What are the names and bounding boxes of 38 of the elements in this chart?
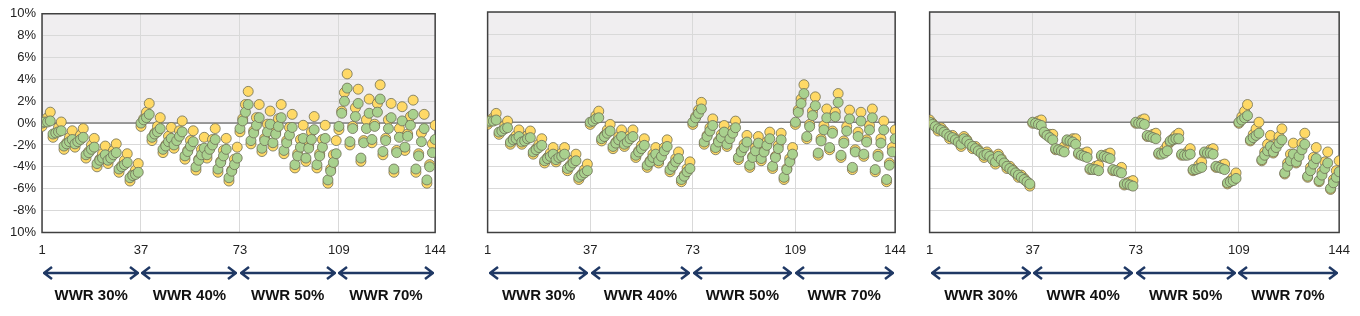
x-tick-label: 73 [232, 241, 248, 257]
x-tick-label: 73 [1128, 241, 1144, 257]
text: WWR 70% [807, 286, 881, 303]
x-tick-label: 109 [784, 241, 807, 257]
y-tick-label: -2% [12, 136, 37, 152]
text: WWR 30% [944, 286, 1018, 303]
x-tick-label: 144 [884, 241, 907, 257]
x-tick-label: 1 [926, 241, 934, 257]
text: WWR 30% [501, 286, 576, 303]
text: WWR 50% [1148, 286, 1223, 303]
x-tick-label: 73 [685, 241, 701, 257]
y-tick-label: 6% [17, 49, 37, 65]
text: WWR 40% [152, 286, 227, 303]
y-tick-label: 2% [17, 92, 37, 108]
x-tick-label: 37 [1025, 241, 1040, 257]
text: WWR 30% [54, 286, 128, 303]
x-tick-label: 37 [133, 241, 149, 257]
text: WWR 40% [603, 286, 678, 303]
x-tick-label: 144 [424, 241, 447, 257]
y-tick-label: -6% [12, 180, 37, 196]
text: WWR 70% [1251, 286, 1325, 303]
y-tick-label: 0% [17, 114, 37, 130]
x-tick-label: 144 [1328, 241, 1351, 257]
y-tick-label: 8% [17, 27, 37, 43]
y-tick-label: 10% [9, 223, 37, 239]
y-tick-label: 4% [17, 70, 37, 86]
y-tick-label: -4% [12, 158, 37, 174]
x-tick-label: 109 [1228, 241, 1250, 257]
x-tick-label: 1 [484, 241, 492, 257]
text: WWR 40% [1046, 286, 1120, 303]
text: WWR 50% [705, 286, 779, 303]
x-tick-label: 37 [582, 241, 598, 257]
x-tick-label: 109 [328, 241, 350, 257]
text: WWR 50% [251, 286, 325, 303]
text: WWR 70% [349, 286, 423, 303]
y-tick-label: 10% [9, 5, 37, 21]
y-tick-label: -8% [12, 202, 37, 218]
x-tick-label: 1 [38, 241, 46, 257]
